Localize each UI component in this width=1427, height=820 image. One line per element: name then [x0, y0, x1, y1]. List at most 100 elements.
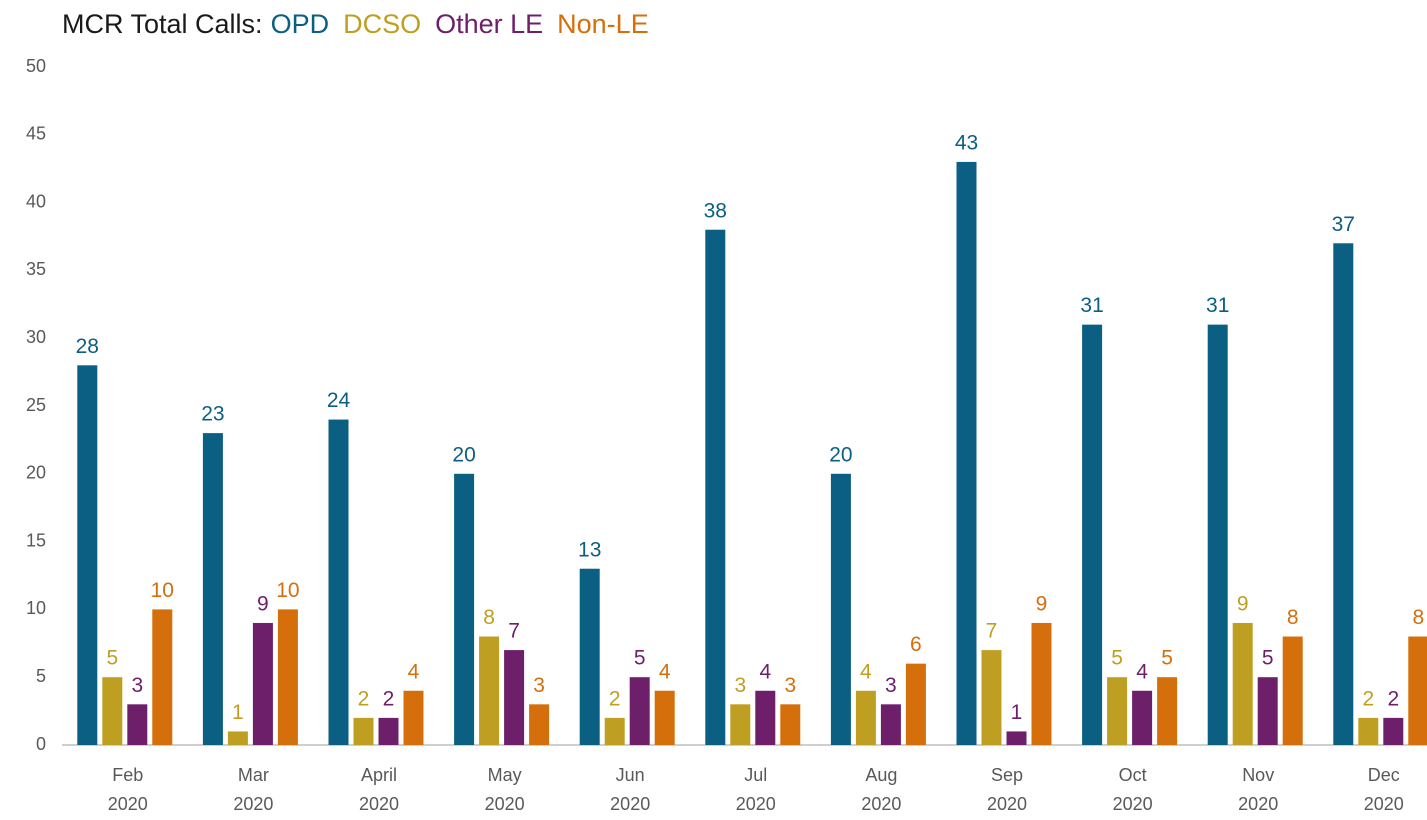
- value-label: 5: [1111, 647, 1123, 670]
- value-label: 3: [734, 674, 746, 697]
- value-label: 2: [609, 687, 621, 710]
- value-label: 9: [257, 593, 269, 616]
- y-tick-label: 15: [26, 530, 46, 550]
- y-tick-label: 50: [26, 56, 46, 76]
- bar: [629, 677, 650, 745]
- y-tick-label: 35: [26, 259, 46, 279]
- value-label: 2: [383, 687, 395, 710]
- value-label: 7: [986, 620, 998, 643]
- value-label: 4: [1136, 660, 1148, 683]
- bar: [654, 690, 675, 745]
- bar: [1157, 677, 1178, 745]
- value-label: 6: [910, 633, 922, 656]
- bar: [705, 229, 726, 746]
- bar: [1132, 690, 1153, 745]
- value-label: 9: [1237, 593, 1249, 616]
- bar: [504, 650, 525, 745]
- bar: [1006, 731, 1027, 745]
- value-label: 8: [1412, 606, 1424, 629]
- bar: [1383, 717, 1404, 745]
- x-tick-label: May 2020: [485, 765, 525, 814]
- bar: [403, 690, 424, 745]
- value-label: 2: [1387, 687, 1399, 710]
- value-label: 4: [408, 660, 420, 683]
- bar: [127, 704, 148, 745]
- value-label: 3: [533, 674, 545, 697]
- value-label: 4: [860, 660, 872, 683]
- y-tick-label: 20: [26, 463, 46, 483]
- value-label: 43: [955, 131, 978, 154]
- value-label: 1: [232, 701, 244, 724]
- value-label: 5: [1161, 647, 1173, 670]
- bar: [277, 609, 298, 745]
- chart-title: MCR Total Calls: OPD DCSO Other LE Non-LE: [62, 9, 649, 39]
- x-tick-label: Jul 2020: [736, 765, 776, 814]
- x-tick-label: Feb 2020: [108, 765, 148, 814]
- bar: [227, 731, 248, 745]
- bar: [479, 636, 500, 745]
- value-label: 9: [1036, 593, 1048, 616]
- value-label: 28: [76, 335, 99, 358]
- bar: [77, 365, 98, 745]
- value-label: 23: [201, 403, 224, 426]
- bar: [1107, 677, 1128, 745]
- value-label: 8: [1287, 606, 1299, 629]
- y-tick-label: 0: [36, 734, 46, 754]
- y-tick-label: 10: [26, 598, 46, 618]
- x-tick-label: Jun 2020: [610, 765, 650, 814]
- legend-entry: DCSO: [343, 9, 421, 39]
- bar: [152, 609, 173, 745]
- bar: [378, 717, 399, 745]
- bar: [780, 704, 801, 745]
- value-label: 4: [659, 660, 671, 683]
- value-label: 38: [704, 199, 727, 222]
- value-label: 3: [131, 674, 143, 697]
- value-label: 2: [1362, 687, 1374, 710]
- value-label: 31: [1080, 294, 1103, 317]
- bar: [880, 704, 901, 745]
- bar: [830, 473, 851, 745]
- bar: [252, 622, 273, 745]
- value-label: 5: [1262, 647, 1274, 670]
- value-label: 5: [634, 647, 646, 670]
- bar: [1232, 622, 1253, 745]
- x-tick-label: April 2020: [359, 765, 399, 814]
- y-tick-label: 25: [26, 395, 46, 415]
- x-tick-label: Aug 2020: [861, 765, 901, 814]
- value-label: 3: [885, 674, 897, 697]
- value-label: 3: [784, 674, 796, 697]
- bar: [755, 690, 776, 745]
- bar: [1257, 677, 1278, 745]
- value-label: 20: [452, 443, 475, 466]
- bar: [202, 433, 223, 745]
- legend-entry: Non-LE: [557, 9, 649, 39]
- y-tick-label: 40: [26, 191, 46, 211]
- value-label: 10: [151, 579, 174, 602]
- x-tick-label: Dec 2020: [1364, 765, 1404, 814]
- bar: [328, 419, 349, 745]
- bar: [730, 704, 751, 745]
- bar: [1031, 622, 1052, 745]
- title-text: MCR Total Calls:: [62, 9, 263, 39]
- value-label: 7: [508, 620, 520, 643]
- value-label: 2: [358, 687, 370, 710]
- value-label: 8: [483, 606, 495, 629]
- y-tick-label: 45: [26, 124, 46, 144]
- legend-entry: OPD: [271, 9, 330, 39]
- bar: [1282, 636, 1303, 745]
- bar: [1333, 243, 1354, 745]
- bar: [454, 473, 475, 745]
- bar: [353, 717, 374, 745]
- value-label: 24: [327, 389, 351, 412]
- value-label: 13: [578, 538, 601, 561]
- bar: [1082, 324, 1103, 745]
- bar: [1408, 636, 1427, 745]
- x-tick-label: Mar 2020: [233, 765, 273, 814]
- y-tick-label: 30: [26, 327, 46, 347]
- bar: [529, 704, 550, 745]
- bar: [102, 677, 123, 745]
- value-label: 1: [1011, 701, 1023, 724]
- value-label: 31: [1206, 294, 1229, 317]
